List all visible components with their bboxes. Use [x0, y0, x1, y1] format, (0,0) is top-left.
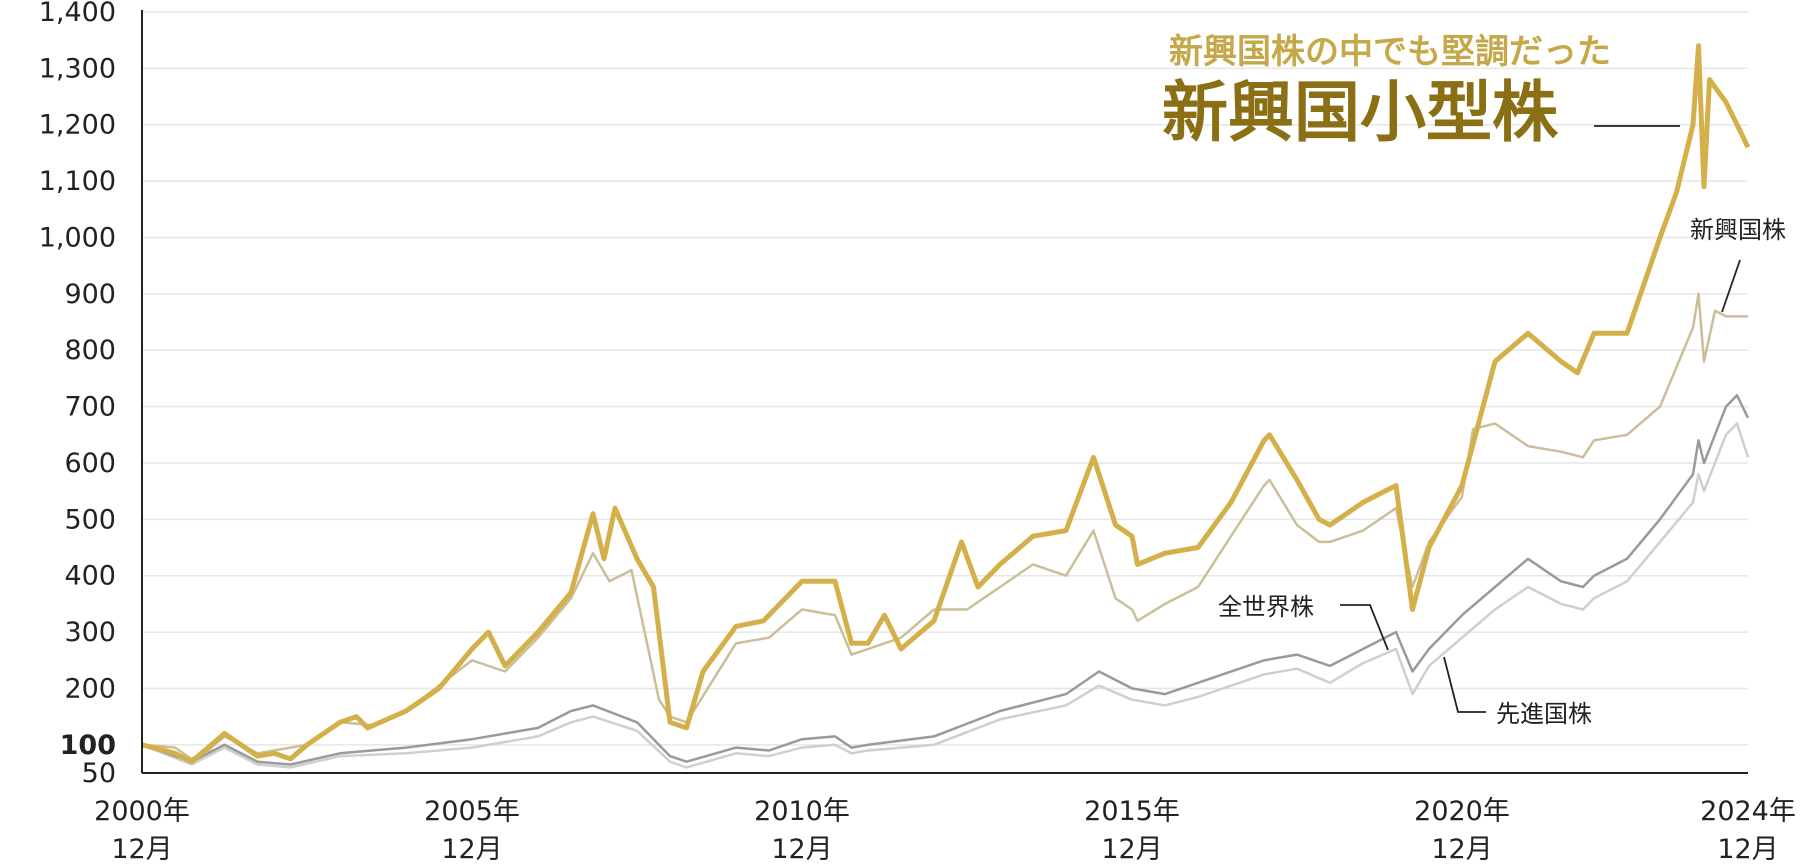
x-axis-tick-labels: 2000年 12月 2005年 12月 2010年 12月 2015年 12月 2020年 12月… [94, 796, 1796, 865]
annotation-leader-line [1721, 259, 1741, 313]
grid-lines [142, 11, 1748, 746]
annotation-leader-line [1340, 604, 1389, 651]
y-tick-label: 300 [64, 617, 116, 648]
x-tick-year-label: 2005年 [424, 796, 520, 827]
series-lines [141, 43, 1751, 769]
y-tick-label: 800 [64, 335, 116, 366]
x-tick-year-label: 2024年 [1700, 796, 1796, 827]
axes [141, 10, 1748, 774]
y-tick-label: 400 [64, 561, 116, 592]
x-tick-month-label: 12月 [1101, 834, 1162, 865]
y-tick-label: 200 [64, 673, 116, 704]
series-label: 先進国株 [1496, 700, 1592, 728]
y-tick-label: 600 [64, 448, 116, 479]
y-tick-label: 50 [82, 758, 116, 789]
series-line [141, 43, 1751, 765]
x-tick-year-label: 2020年 [1414, 796, 1510, 827]
y-tick-label: 900 [64, 279, 116, 310]
x-tick-year-label: 2010年 [754, 796, 850, 827]
y-tick-label: 500 [64, 504, 116, 535]
x-tick-month-label: 12月 [1431, 834, 1492, 865]
x-tick-month-label: 12月 [441, 834, 502, 865]
annotation-leader-line [1443, 656, 1486, 713]
y-tick-label: 1,400 [39, 0, 116, 28]
x-tick-month-label: 12月 [111, 834, 172, 865]
series-label: 新興国株 [1690, 216, 1786, 244]
series-label: 全世界株 [1218, 593, 1314, 621]
x-tick-month-label: 12月 [771, 834, 832, 865]
y-tick-label: 1,100 [39, 166, 116, 197]
y-tick-label: 1,000 [39, 222, 116, 253]
series-line [141, 422, 1750, 769]
x-tick-month-label: 12月 [1717, 834, 1778, 865]
headline-subtitle: 新興国株の中でも堅調だった [1169, 32, 1611, 72]
y-tick-label: 1,200 [39, 110, 116, 141]
y-tick-label: 100 [60, 730, 116, 761]
y-tick-label: 700 [64, 392, 116, 423]
y-tick-label: 1,300 [39, 53, 116, 84]
x-tick-year-label: 2000年 [94, 796, 190, 827]
headline-title: 新興国小型株 [1162, 74, 1559, 151]
series-line [141, 394, 1750, 766]
x-tick-year-label: 2015年 [1084, 796, 1180, 827]
